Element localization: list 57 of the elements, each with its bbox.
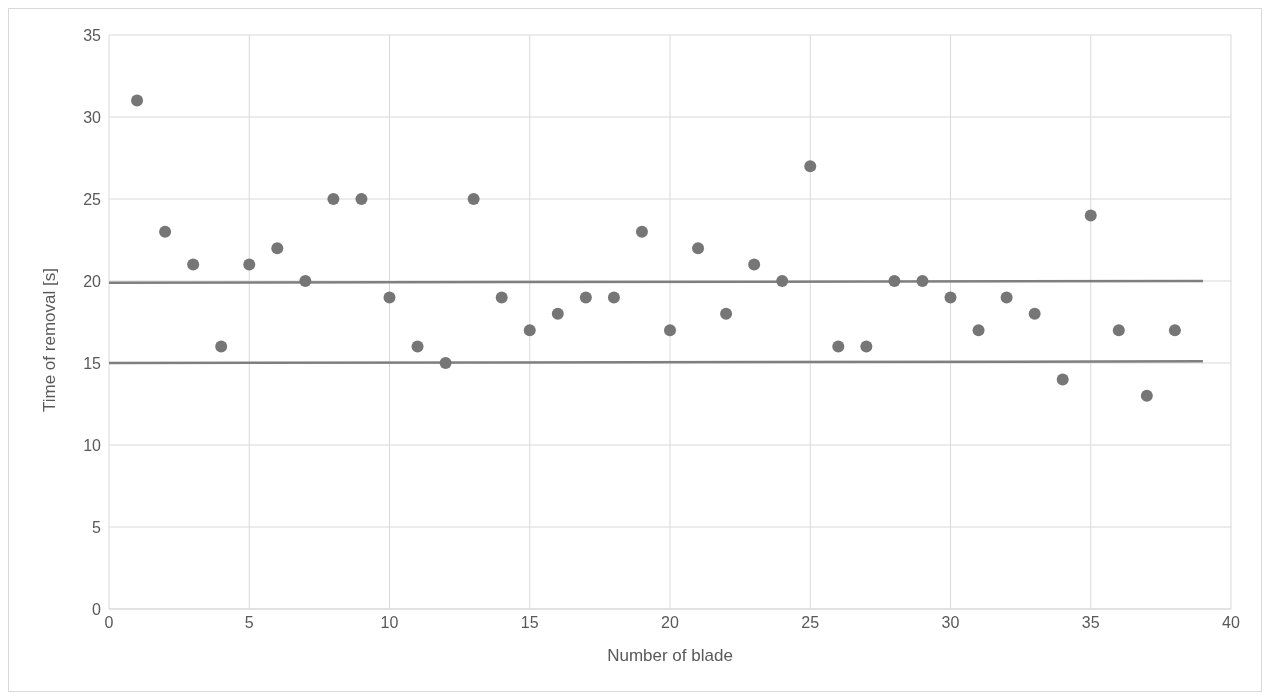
point bbox=[495, 291, 508, 304]
point bbox=[1140, 389, 1153, 402]
point bbox=[972, 324, 985, 337]
y-tick-label: 10 bbox=[83, 436, 102, 454]
point bbox=[579, 291, 592, 304]
y-tick-label: 0 bbox=[92, 600, 102, 618]
point bbox=[1000, 291, 1013, 304]
y-tick-label: 25 bbox=[83, 190, 102, 208]
point bbox=[832, 340, 845, 353]
y-axis-title: Time of removal [s] bbox=[40, 268, 60, 412]
point bbox=[327, 193, 340, 205]
point bbox=[776, 275, 789, 287]
y-tick-label: 5 bbox=[92, 518, 102, 536]
point bbox=[299, 275, 312, 287]
point bbox=[411, 340, 424, 353]
x-tick-label: 20 bbox=[661, 614, 679, 632]
y-tick-label: 30 bbox=[83, 108, 102, 126]
y-tick-label: 15 bbox=[83, 354, 102, 372]
point bbox=[804, 160, 817, 173]
point bbox=[916, 275, 929, 287]
x-tick-label: 10 bbox=[380, 614, 399, 632]
point bbox=[131, 94, 144, 107]
point bbox=[748, 258, 761, 271]
y-tick-label: 20 bbox=[83, 272, 102, 290]
point bbox=[944, 291, 957, 304]
point bbox=[215, 340, 228, 353]
point bbox=[888, 275, 901, 287]
x-tick-label: 0 bbox=[104, 614, 114, 632]
point bbox=[551, 307, 564, 320]
point bbox=[1028, 307, 1041, 320]
point bbox=[720, 307, 733, 320]
point bbox=[860, 340, 873, 353]
point bbox=[1168, 324, 1181, 337]
point bbox=[607, 291, 620, 304]
point bbox=[1084, 209, 1097, 222]
x-tick-label: 30 bbox=[941, 614, 960, 632]
point bbox=[271, 242, 284, 255]
point bbox=[355, 193, 368, 205]
point bbox=[243, 258, 256, 271]
point bbox=[187, 258, 200, 271]
x-tick-label: 15 bbox=[520, 614, 539, 632]
x-axis-title: Number of blade bbox=[607, 646, 733, 665]
point bbox=[664, 324, 676, 337]
x-tick-label: 5 bbox=[244, 614, 254, 632]
point bbox=[383, 291, 396, 304]
x-tick-label: 35 bbox=[1081, 614, 1100, 632]
point bbox=[523, 324, 536, 337]
y-tick-label: 35 bbox=[83, 26, 102, 44]
point bbox=[1112, 324, 1125, 337]
point bbox=[1056, 373, 1069, 386]
point bbox=[159, 225, 172, 238]
x-tick-label: 25 bbox=[801, 614, 820, 632]
x-tick-label: 40 bbox=[1222, 614, 1240, 632]
point bbox=[439, 357, 452, 369]
point bbox=[635, 225, 648, 238]
point bbox=[692, 242, 705, 255]
point bbox=[467, 193, 480, 205]
